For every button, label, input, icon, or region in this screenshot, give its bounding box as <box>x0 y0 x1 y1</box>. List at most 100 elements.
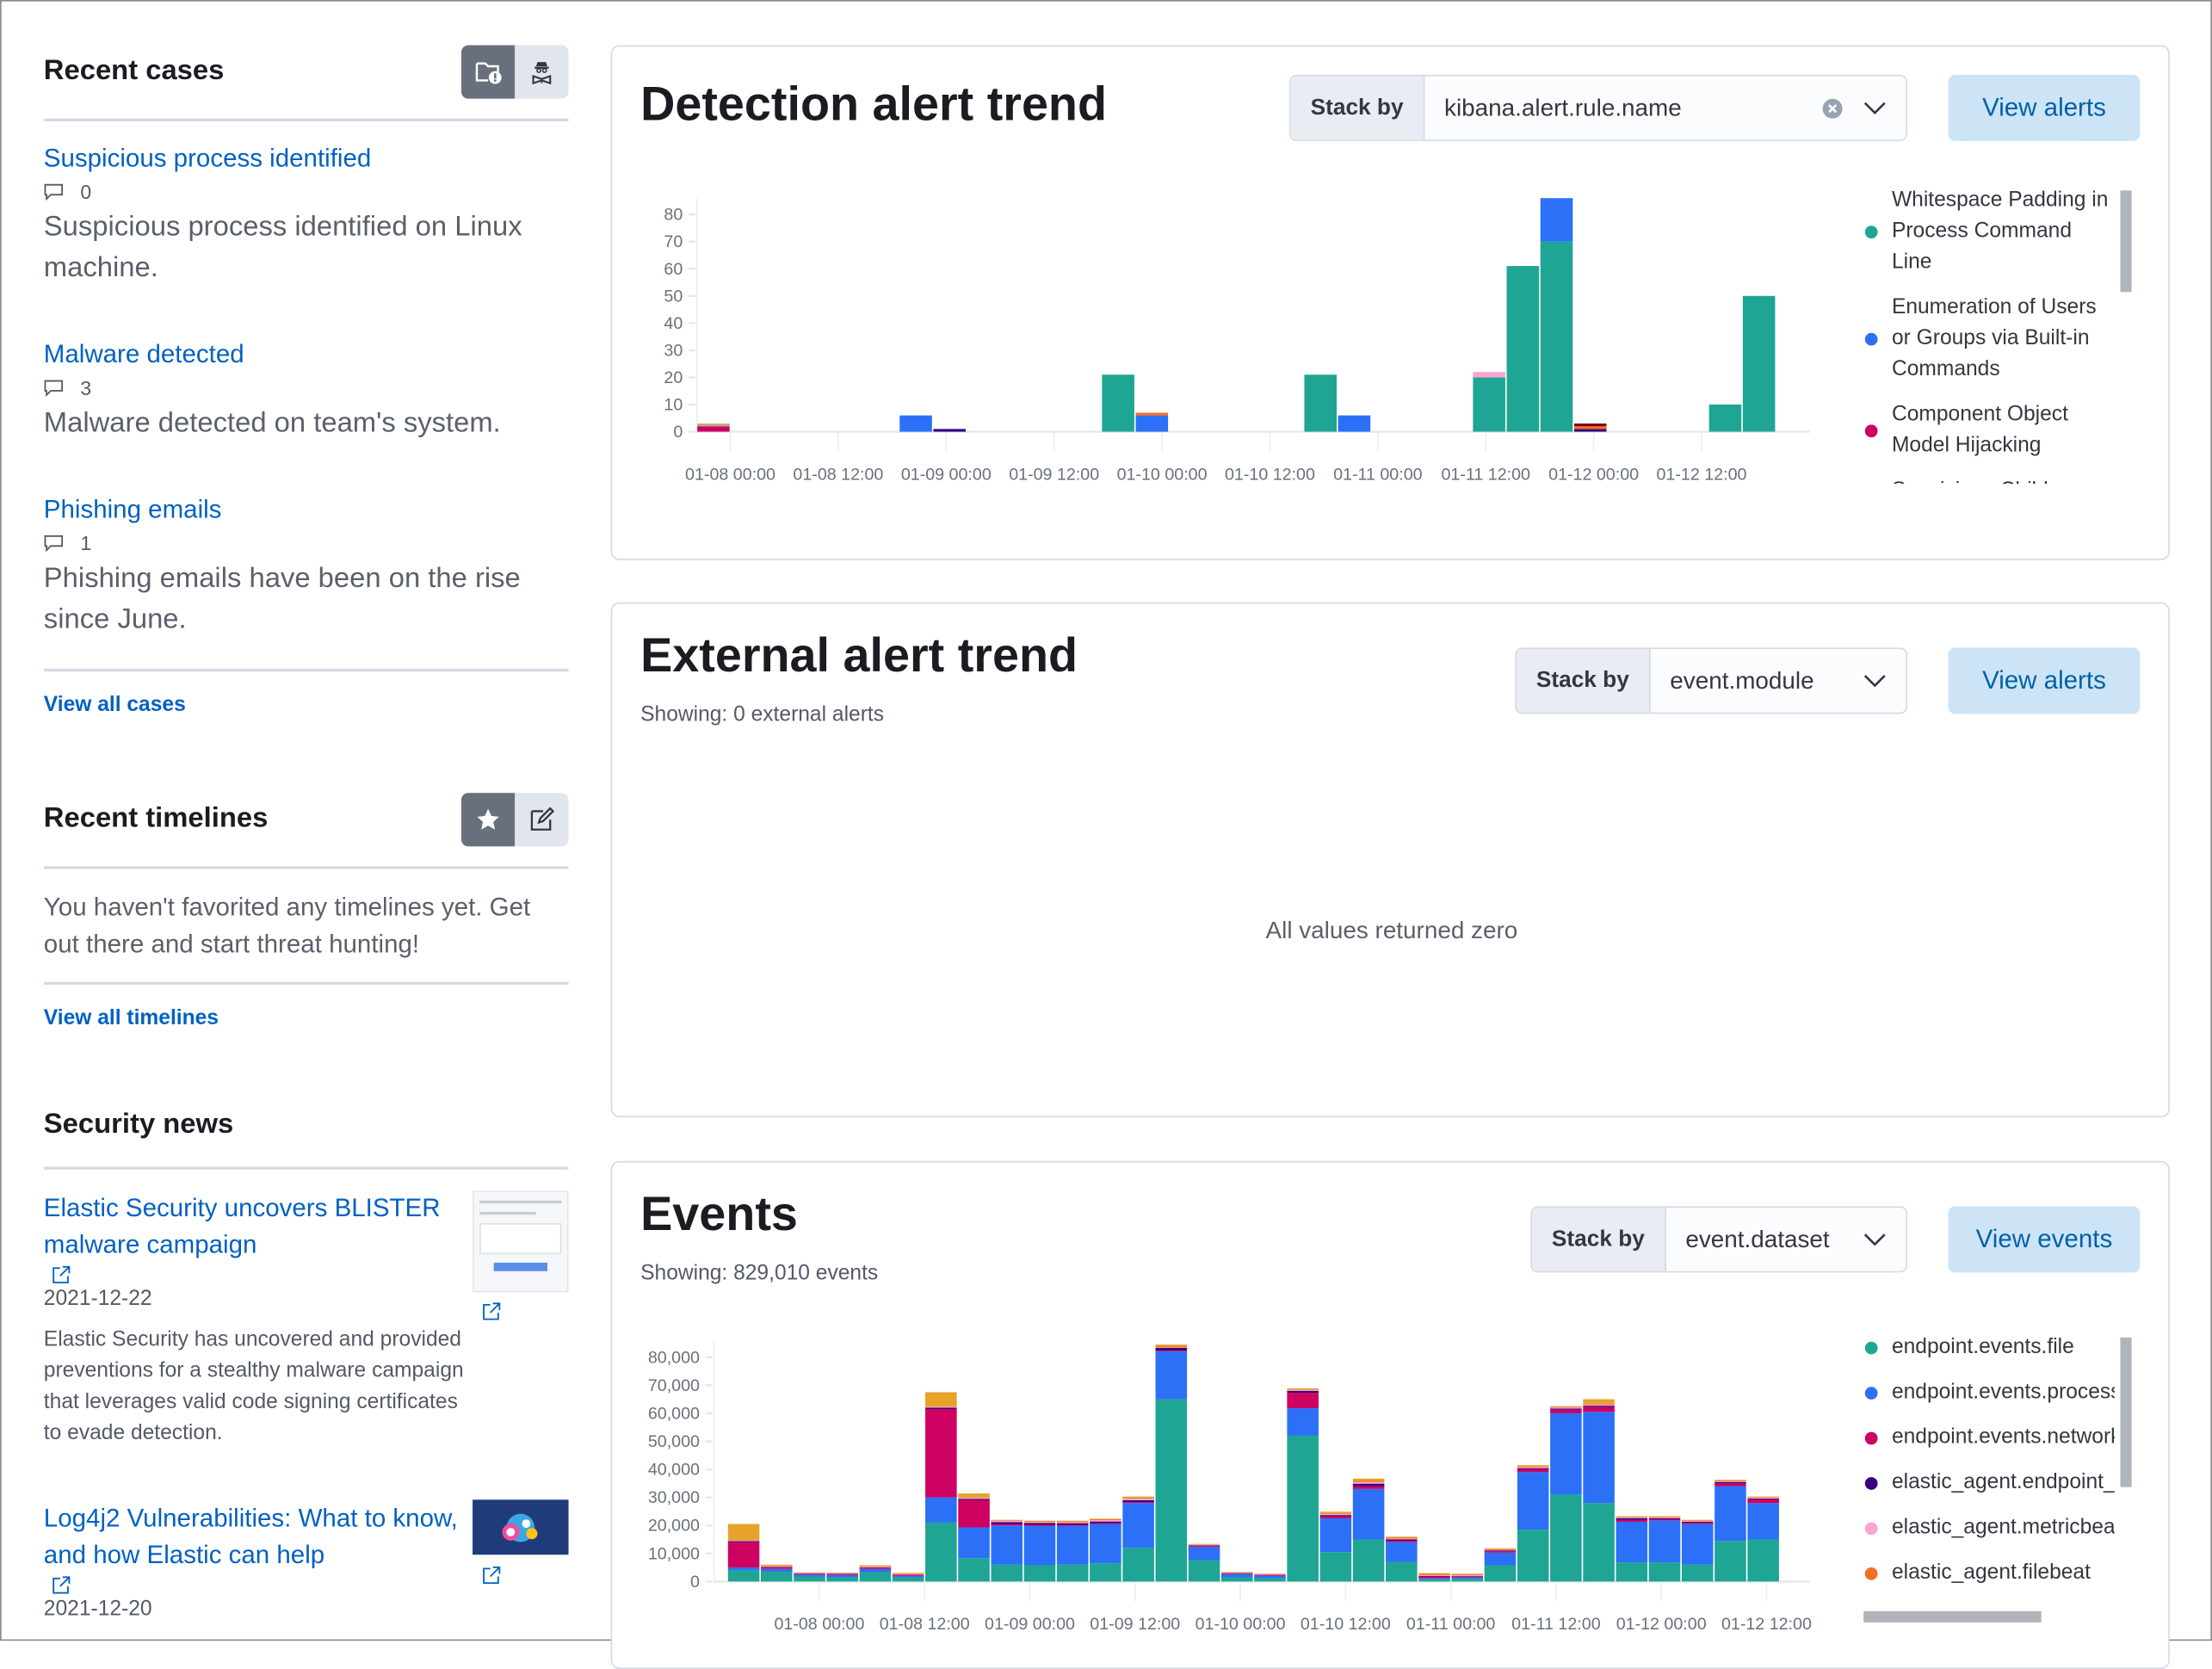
recently-updated-button[interactable] <box>515 793 568 846</box>
bar-segment <box>1583 1405 1615 1406</box>
case-title-link[interactable]: Phishing emails <box>44 495 569 524</box>
bar-segment <box>761 1565 793 1567</box>
bar-segment <box>697 423 730 426</box>
view-all-cases-link[interactable]: View all cases <box>44 693 186 717</box>
bar-segment <box>1024 1525 1056 1526</box>
bar-segment <box>1517 1468 1549 1469</box>
external-link-icon[interactable] <box>483 1566 501 1584</box>
legend-scrollbar[interactable] <box>2120 190 2131 292</box>
bar-segment <box>1715 1487 1746 1542</box>
clear-icon[interactable] <box>1821 96 1844 119</box>
case-title-link[interactable]: Malware detected <box>44 340 569 369</box>
bar-segment <box>1122 1497 1154 1499</box>
bar-segment <box>1682 1524 1714 1565</box>
bar-segment <box>1485 1553 1517 1566</box>
legend-horizontal-scrollbar[interactable] <box>1863 1611 2042 1623</box>
bar-segment <box>1057 1526 1089 1565</box>
bar-segment <box>1649 1517 1681 1518</box>
bar-segment <box>1122 1548 1154 1581</box>
bar-segment <box>991 1522 1023 1524</box>
bar-segment <box>958 1558 990 1581</box>
x-tick-label: 01-11 12:00 <box>1441 465 1530 484</box>
chevron-down-icon <box>1863 101 1886 114</box>
bar-segment <box>1090 1520 1121 1522</box>
bar-segment <box>1386 1538 1418 1539</box>
external-alert-trend-panel: External alert trend Showing: 0 external… <box>611 603 2170 1117</box>
pencil-edit-icon <box>528 806 556 834</box>
legend-item[interactable]: elastic_agent.metricbeat <box>1863 1512 2115 1543</box>
x-tick-label: 01-11 00:00 <box>1406 1615 1496 1634</box>
bar-segment <box>1418 1579 1450 1582</box>
news-thumbnail[interactable] <box>473 1499 568 1555</box>
timelines-empty-text: You haven't favorited any timelines yet.… <box>44 890 559 962</box>
bar-segment <box>899 416 932 432</box>
legend-item[interactable]: Enumeration of Users or Groups via Built… <box>1863 292 2117 385</box>
news-title-link[interactable]: Log4j2 Vulnerabilities: What to know, an… <box>44 1499 467 1573</box>
legend-item[interactable]: elastic_agent.endpoint_security <box>1863 1468 2115 1499</box>
news-thumbnail[interactable] <box>473 1190 568 1292</box>
x-tick-label: 01-10 12:00 <box>1301 1615 1391 1634</box>
bar-segment <box>860 1573 892 1582</box>
news-title-link[interactable]: Elastic Security uncovers BLISTER malwar… <box>44 1190 467 1263</box>
bar-segment <box>1057 1525 1089 1526</box>
favorites-button[interactable] <box>461 793 515 846</box>
legend-item[interactable]: endpoint.events.process <box>1863 1377 2115 1408</box>
bar-segment <box>1574 426 1607 429</box>
legend-item[interactable]: endpoint.events.file <box>1863 1332 2115 1363</box>
stack-by-select[interactable]: Stack by event.module <box>1515 647 1907 714</box>
view-all-timelines-link[interactable]: View all timelines <box>44 1006 219 1030</box>
stack-by-select[interactable]: Stack by event.dataset <box>1530 1206 1907 1272</box>
bar-segment <box>1583 1406 1615 1412</box>
x-tick-label: 01-08 00:00 <box>774 1615 864 1634</box>
bar-segment <box>1102 374 1134 431</box>
external-link-icon[interactable] <box>483 1302 501 1320</box>
events-chart: 010,00020,00030,00040,00050,00060,00070,… <box>622 1327 1850 1642</box>
bar-segment <box>1709 405 1742 432</box>
bar-segment <box>1254 1576 1286 1579</box>
legend-item[interactable]: endpoint.events.network <box>1863 1422 2115 1453</box>
view-alerts-button[interactable]: View alerts <box>1949 75 2141 141</box>
bar-segment <box>794 1573 825 1574</box>
x-tick-label: 01-12 00:00 <box>1616 1615 1707 1634</box>
x-tick-label: 01-10 00:00 <box>1196 1615 1286 1634</box>
bar-segment <box>1287 1408 1319 1436</box>
bar-segment <box>1682 1520 1714 1521</box>
bar-segment <box>1320 1552 1352 1581</box>
legend-item[interactable]: elastic_agent.filebeat <box>1863 1557 2115 1588</box>
view-alerts-button[interactable]: View alerts <box>1949 647 2141 714</box>
bar-segment <box>1451 1579 1483 1581</box>
bar-segment <box>1715 1480 1746 1481</box>
y-tick-label: 20 <box>664 368 683 387</box>
stack-by-select[interactable]: Stack by kibana.alert.rule.name <box>1289 75 1907 141</box>
bar-segment <box>1616 1522 1647 1562</box>
bar-segment <box>1057 1565 1089 1582</box>
bar-segment <box>1287 1389 1319 1390</box>
external-link-icon[interactable] <box>53 1265 71 1283</box>
legend-item[interactable]: Component Object Model Hijacking <box>1863 399 2117 461</box>
my-cases-button[interactable] <box>461 45 515 98</box>
y-tick-label: 0 <box>673 423 683 442</box>
case-title-link[interactable]: Suspicious process identified <box>44 144 569 173</box>
bar-segment <box>1418 1578 1450 1579</box>
view-events-button[interactable]: View events <box>1949 1206 2141 1272</box>
bar-segment <box>1353 1539 1385 1581</box>
all-cases-button[interactable] <box>515 45 568 98</box>
bar-segment <box>1649 1516 1681 1517</box>
news-description: Elastic Security has uncovered and provi… <box>44 1325 481 1449</box>
legend-item[interactable]: Whitespace Padding in Process Command Li… <box>1863 185 2117 278</box>
y-tick-label: 70 <box>664 232 683 251</box>
legend-scrollbar[interactable] <box>2120 1338 2131 1487</box>
bar-segment <box>1386 1539 1418 1540</box>
bar-segment <box>1747 1498 1779 1499</box>
bar-segment <box>1485 1551 1517 1553</box>
external-link-icon[interactable] <box>53 1576 71 1594</box>
bar-segment <box>1574 423 1607 426</box>
y-tick-label: 0 <box>690 1573 700 1592</box>
panel-title: Events <box>640 1188 798 1243</box>
bar-segment <box>1473 377 1505 431</box>
recent-timelines-filter-group <box>461 793 569 846</box>
bar-segment <box>1616 1520 1647 1522</box>
bar-segment <box>794 1574 825 1576</box>
legend-item[interactable]: Suspicious Child <box>1863 475 2117 484</box>
divider <box>44 1166 569 1169</box>
